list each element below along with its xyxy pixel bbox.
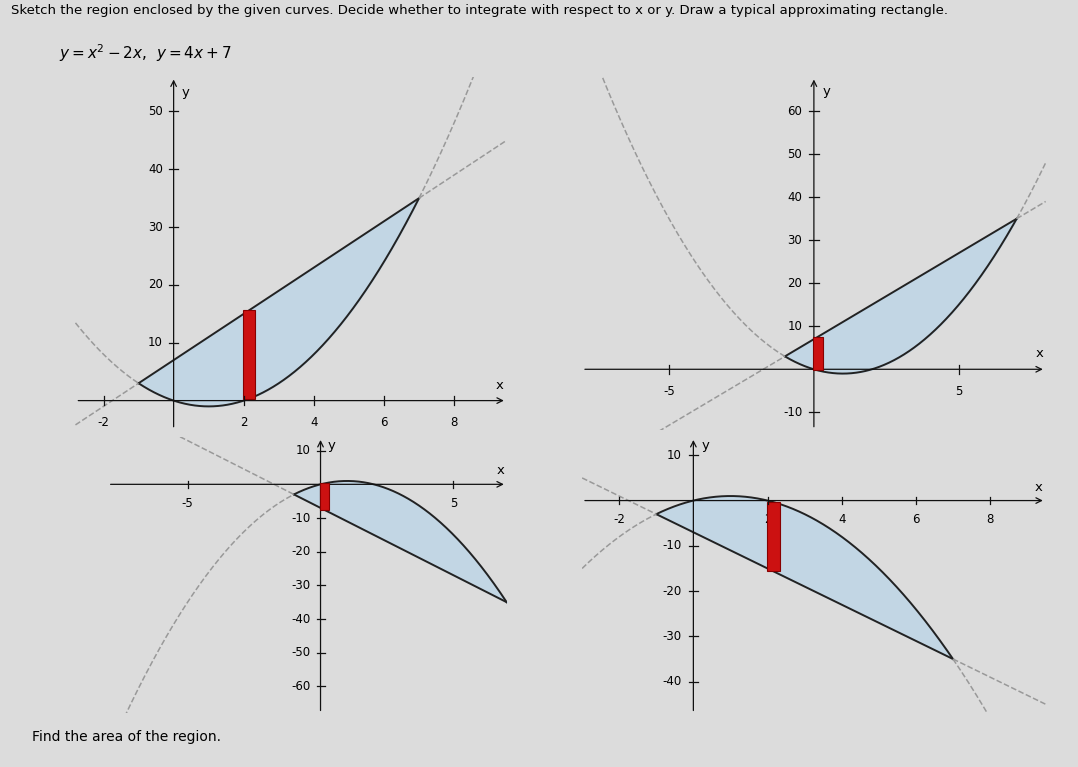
Text: -5: -5 xyxy=(663,385,675,398)
Text: -30: -30 xyxy=(291,579,310,592)
Text: 6: 6 xyxy=(912,513,920,526)
Text: 4: 4 xyxy=(310,416,318,430)
Text: 2: 2 xyxy=(240,416,248,430)
Text: x: x xyxy=(496,379,503,392)
Text: 10: 10 xyxy=(787,320,802,333)
Text: 30: 30 xyxy=(148,221,163,234)
Text: -10: -10 xyxy=(783,406,802,419)
Text: -20: -20 xyxy=(291,545,310,558)
Bar xyxy=(813,337,824,370)
Text: -50: -50 xyxy=(291,647,310,659)
Text: 5: 5 xyxy=(450,497,457,510)
Text: 8: 8 xyxy=(986,513,994,526)
Text: 10: 10 xyxy=(667,449,681,462)
Text: -5: -5 xyxy=(182,497,193,510)
Text: 30: 30 xyxy=(788,234,802,247)
Text: x: x xyxy=(1036,347,1044,360)
Text: 40: 40 xyxy=(787,191,802,204)
Text: -40: -40 xyxy=(663,675,681,688)
Text: y: y xyxy=(702,439,709,452)
Text: 10: 10 xyxy=(148,336,163,349)
Text: 60: 60 xyxy=(787,104,802,117)
Text: 2: 2 xyxy=(764,513,771,526)
Text: 50: 50 xyxy=(148,105,163,118)
Text: -10: -10 xyxy=(291,512,310,525)
Text: 5: 5 xyxy=(955,385,963,398)
Text: -2: -2 xyxy=(613,513,625,526)
Text: y: y xyxy=(181,87,190,100)
Text: Find the area of the region.: Find the area of the region. xyxy=(32,730,221,744)
Text: -30: -30 xyxy=(663,630,681,643)
Text: 4: 4 xyxy=(838,513,845,526)
Text: 6: 6 xyxy=(381,416,388,430)
Bar xyxy=(320,483,329,510)
Text: $y = x^2 - 2x$,  $y = 4x + 7$: $y = x^2 - 2x$, $y = 4x + 7$ xyxy=(59,42,232,64)
Text: Sketch the region enclosed by the given curves. Decide whether to integrate with: Sketch the region enclosed by the given … xyxy=(11,4,948,17)
Text: x: x xyxy=(1034,481,1042,494)
Text: -10: -10 xyxy=(663,539,681,552)
Text: y: y xyxy=(328,439,335,452)
Text: -60: -60 xyxy=(291,680,310,693)
Text: 40: 40 xyxy=(148,163,163,176)
Text: 50: 50 xyxy=(788,148,802,160)
Text: 20: 20 xyxy=(787,277,802,290)
Text: -20: -20 xyxy=(663,584,681,597)
Text: 10: 10 xyxy=(295,444,310,457)
Text: 8: 8 xyxy=(451,416,458,430)
Text: x: x xyxy=(497,465,505,477)
Bar xyxy=(766,502,779,571)
Text: -2: -2 xyxy=(98,416,110,430)
Bar xyxy=(243,311,255,399)
Text: -40: -40 xyxy=(291,613,310,626)
Text: 20: 20 xyxy=(148,278,163,291)
Text: y: y xyxy=(823,85,830,98)
